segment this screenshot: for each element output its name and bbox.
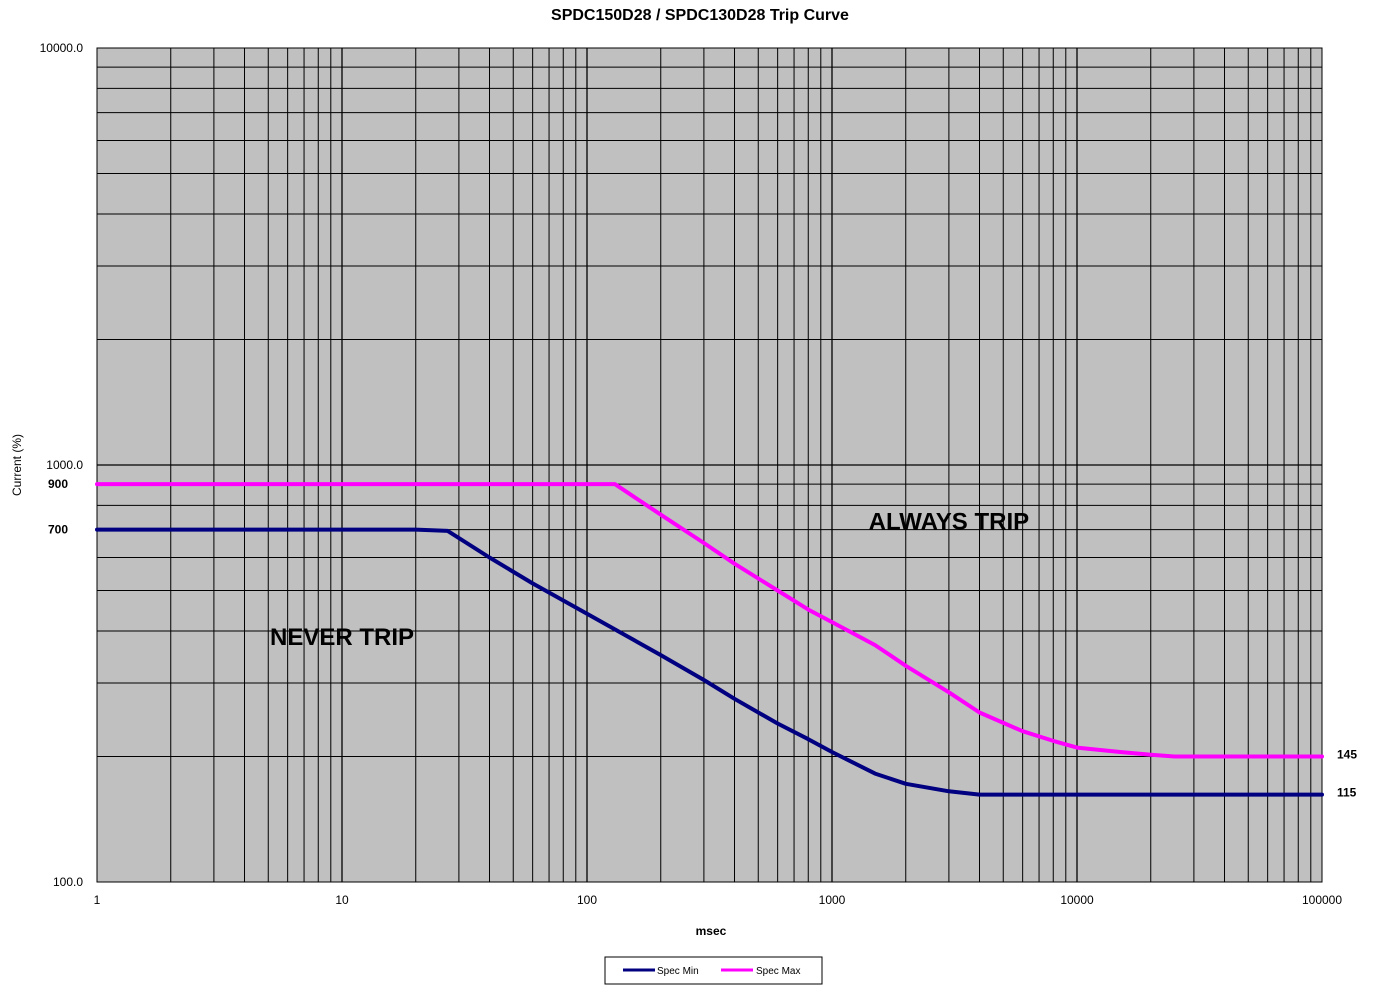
x-tick-label: 10 [335,893,349,907]
y-axis-title: Current (%) [10,434,24,496]
chart-title: SPDC150D28 / SPDC130D28 Trip Curve [551,7,849,24]
x-tick-label: 100000 [1302,893,1342,907]
x-tick-label: 10000 [1060,893,1094,907]
y-tick-label: 10000.0 [40,41,84,55]
tick-labels: 1 10 100 1000 10000 100000 100.0 1000.0 10000.0 9… [40,41,1358,907]
legend-label-spec-min: Spec Min [657,966,699,977]
region-label: NEVER TRIP [270,624,414,651]
x-tick-label: 1000 [819,893,846,907]
series-end-label: 145 [1337,747,1357,761]
y-extra-label: 900 [48,477,68,491]
y-tick-label: 1000.0 [46,458,83,472]
legend: Spec Min Spec Max [604,956,823,985]
x-tick-label: 100 [577,893,597,907]
grid-lines [97,48,1322,882]
series-line-spec-max [95,482,1324,759]
y-extra-label: 700 [48,523,68,537]
x-axis-title: msec [696,924,727,938]
series-end-label: 115 [1337,786,1357,800]
legend-label-spec-max: Spec Max [756,966,800,977]
region-label: ALWAYS TRIP [869,509,1029,536]
y-tick-label: 100.0 [53,875,83,889]
annotations: ALWAYS TRIP NEVER TRIP [270,509,1029,651]
series-line-spec-min [95,527,1324,797]
series-lines [95,482,1324,797]
x-tick-label: 1 [94,893,101,907]
